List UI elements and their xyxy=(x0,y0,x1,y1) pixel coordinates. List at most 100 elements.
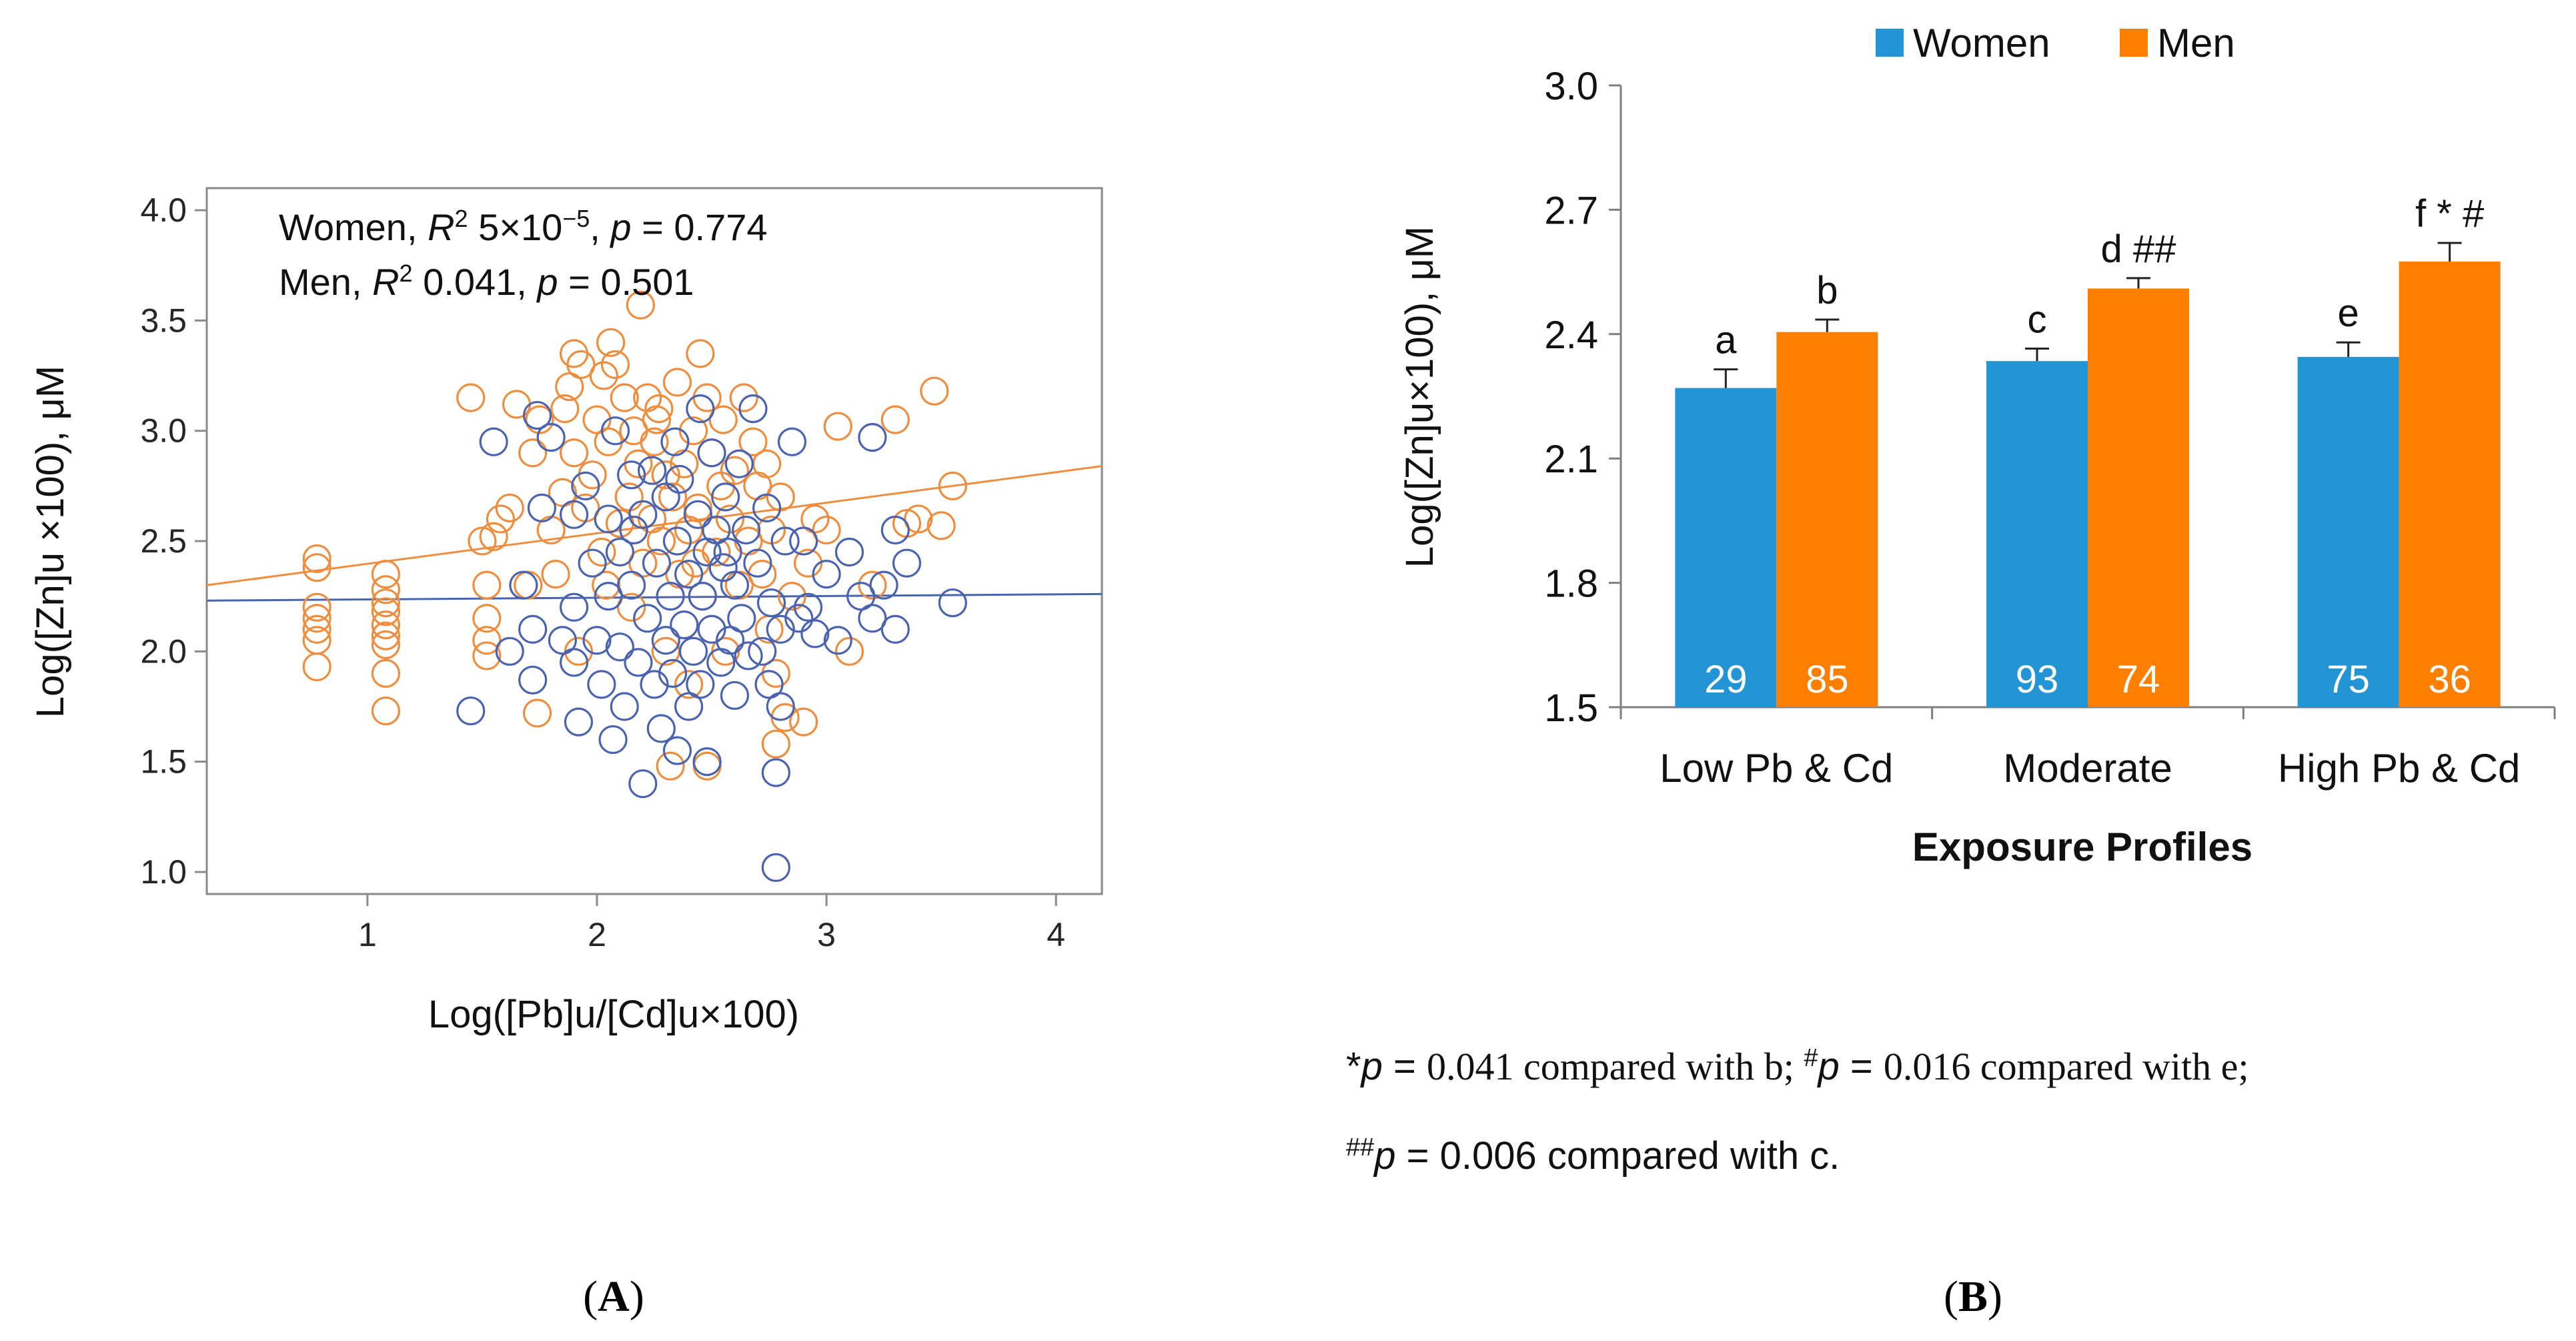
sample-size-men: 85 xyxy=(1806,658,1849,701)
scatter-point-women xyxy=(616,570,646,600)
fit-line-men xyxy=(206,465,1103,586)
scatter-point-men xyxy=(640,427,669,456)
legend-swatch-men xyxy=(2120,29,2148,57)
scatter-point-men xyxy=(674,670,704,699)
scatter-point-women xyxy=(598,725,628,755)
scatter-point-men xyxy=(582,405,612,434)
scatter-y-tick-label: 1.0 xyxy=(140,853,187,891)
scatter-point-men xyxy=(589,361,618,390)
scatter-point-women xyxy=(708,553,738,582)
scatter-point-women xyxy=(582,626,612,655)
category-label: High Pb & Cd xyxy=(2278,746,2521,791)
scatter-point-women xyxy=(834,537,864,567)
scatter-point-men xyxy=(729,383,758,412)
scatter-point-women xyxy=(938,588,967,618)
scatter-point-men xyxy=(371,696,401,726)
scatter-point-men xyxy=(610,383,639,412)
scatter-point-men xyxy=(371,597,401,626)
scatter-y-tick-label: 2.0 xyxy=(140,632,187,670)
scatter-point-men xyxy=(302,652,332,682)
scatter-point-women xyxy=(656,582,685,611)
scatter-point-women xyxy=(619,515,648,545)
scatter-point-men xyxy=(658,482,688,512)
scatter-point-women xyxy=(789,526,818,556)
scatter-point-women xyxy=(858,604,887,633)
bar-y-tick-label: 1.5 xyxy=(1544,687,1598,730)
bar-y-tick-label: 2.1 xyxy=(1544,438,1598,481)
bar-panel-b: Women Men 1.5 1.8 2.1 2.4 2.7 3.0 a 29 b 85 c 93 d … xyxy=(1346,21,2556,1321)
scatter-point-women xyxy=(564,707,594,737)
sample-size-women: 75 xyxy=(2327,658,2370,701)
legend-swatch-women xyxy=(1876,29,1904,57)
scatter-point-men xyxy=(518,438,548,468)
scatter-point-men xyxy=(678,416,708,446)
scatter-point-women xyxy=(670,610,699,640)
scatter-point-women xyxy=(727,604,756,633)
scatter-point-men xyxy=(904,504,933,534)
scatter-x-tick-label: 4 xyxy=(1047,916,1065,953)
category-label: Moderate xyxy=(2003,746,2172,791)
scatter-point-women xyxy=(522,400,552,430)
scatter-point-men xyxy=(600,350,630,380)
scatter-point-women xyxy=(713,537,742,567)
scatter-point-women xyxy=(738,394,768,424)
scatter-point-women xyxy=(594,504,623,534)
scatter-point-men xyxy=(858,570,887,600)
scatter-point-women xyxy=(658,658,688,688)
scatter-point-men xyxy=(926,511,956,540)
bar-men xyxy=(2399,262,2501,708)
men-stats-annotation: Men, R2 0.041, p = 0.501 xyxy=(279,260,694,303)
scatter-point-women xyxy=(633,604,662,633)
scatter-point-men xyxy=(644,394,674,424)
scatter-point-men xyxy=(592,570,621,600)
scatter-point-men xyxy=(302,604,332,633)
significance-label-men: f * # xyxy=(2415,192,2484,236)
bar-x-axis-title: Exposure Profiles xyxy=(1912,825,2252,869)
scatter-x-tick-label: 2 xyxy=(588,916,606,953)
significance-label-men: b xyxy=(1816,269,1838,312)
significance-label-women: e xyxy=(2338,292,2359,335)
bar-women xyxy=(1986,361,2088,707)
scatter-point-women xyxy=(800,619,830,648)
scatter-point-women xyxy=(678,636,708,666)
panel-a-label: (A) xyxy=(583,1272,644,1321)
scatter-point-men xyxy=(738,427,768,456)
scatter-point-men xyxy=(371,559,401,589)
scatter-x-axis-title: Log([Pb]u/[Cd]u×100) xyxy=(428,993,799,1036)
bar-x-ticks xyxy=(1620,707,2556,719)
scatter-point-men xyxy=(834,636,864,666)
women-stats-annotation: Women, R2 5×10−5, p = 0.774 xyxy=(279,205,768,248)
scatter-point-men xyxy=(302,553,332,582)
scatter-point-women xyxy=(720,681,750,711)
scatter-point-women xyxy=(732,515,761,545)
scatter-point-men xyxy=(559,438,589,468)
scatter-point-women xyxy=(784,604,814,633)
scatter-point-women xyxy=(724,449,754,478)
scatter-point-women xyxy=(665,464,694,494)
scatter-point-men xyxy=(651,460,680,490)
scatter-point-men xyxy=(777,582,807,611)
scatter-x-tick-label: 3 xyxy=(817,916,836,953)
scatter-point-men xyxy=(468,526,497,556)
scatter-point-women xyxy=(605,632,634,662)
significance-label-women: a xyxy=(1715,319,1737,362)
scatter-point-men xyxy=(614,482,644,512)
scatter-point-men xyxy=(456,383,486,412)
scatter-point-women xyxy=(640,670,669,699)
scatter-point-women xyxy=(858,423,887,452)
scatter-point-men xyxy=(555,372,584,402)
scatter-point-women xyxy=(761,853,790,882)
scatter-point-men xyxy=(656,751,685,781)
footnote-line-1: *p = 0.041 compared with b; #p = 0.016 c… xyxy=(1346,1044,2249,1088)
scatter-point-men xyxy=(566,350,596,380)
bar-marks: a 29 b 85 c 93 d ## 74 e 75 f * # 36 xyxy=(1675,192,2501,708)
scatter-point-men xyxy=(683,493,712,523)
scatter-point-men xyxy=(548,478,577,507)
scatter-point-women xyxy=(880,515,910,545)
scatter-point-women xyxy=(734,641,763,670)
sample-size-men: 74 xyxy=(2117,658,2160,701)
scatter-point-women xyxy=(646,714,676,743)
scatter-point-men xyxy=(761,729,790,759)
scatter-point-men xyxy=(550,394,580,424)
scatter-point-men xyxy=(646,526,676,556)
